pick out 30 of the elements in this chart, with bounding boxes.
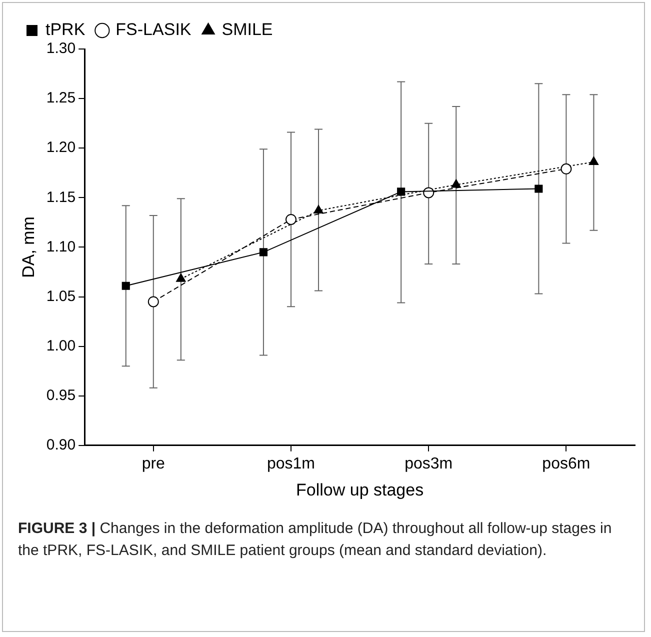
y-tick-label: 1.20 [46, 139, 76, 156]
y-tick-label: 1.15 [46, 188, 76, 206]
x-tick-label: pre [142, 455, 166, 472]
x-tick-label: pos1m [266, 455, 316, 472]
y-tick-label: 1.30 [46, 40, 76, 58]
point [314, 205, 324, 214]
y-tick-label: 1.10 [46, 238, 76, 256]
caption: FIGURE 3 | Changes in the deformation amplitude (DA) throughout all follow-up stages in the tPRK, FS-LASIK, and SMILE patient groups (mean and standard deviation). [18, 519, 613, 561]
x-tick-label: pos6m [542, 455, 590, 472]
legend-label: SMILE [222, 20, 273, 40]
point [148, 296, 159, 308]
point [451, 179, 461, 188]
point [259, 248, 268, 256]
point [397, 188, 406, 196]
point [588, 156, 599, 165]
x-axis-title: Follow up stages [296, 480, 424, 500]
legend-label: tPRK [46, 20, 86, 40]
point [285, 214, 296, 225]
point [534, 184, 543, 193]
point [560, 163, 572, 174]
point [122, 282, 130, 290]
y-tick-label: 1.00 [46, 337, 76, 354]
y-tick-label: 1.05 [46, 288, 76, 305]
y-axis-title: DA, mm [18, 216, 38, 278]
point [176, 273, 186, 282]
y-tick-label: 1.25 [46, 90, 76, 107]
legend-label: FS-LASIK [116, 20, 192, 40]
y-tick-label: 0.95 [46, 386, 76, 404]
x-tick-label: pos3m [404, 455, 453, 472]
y-tick-label: 0.90 [46, 436, 76, 454]
